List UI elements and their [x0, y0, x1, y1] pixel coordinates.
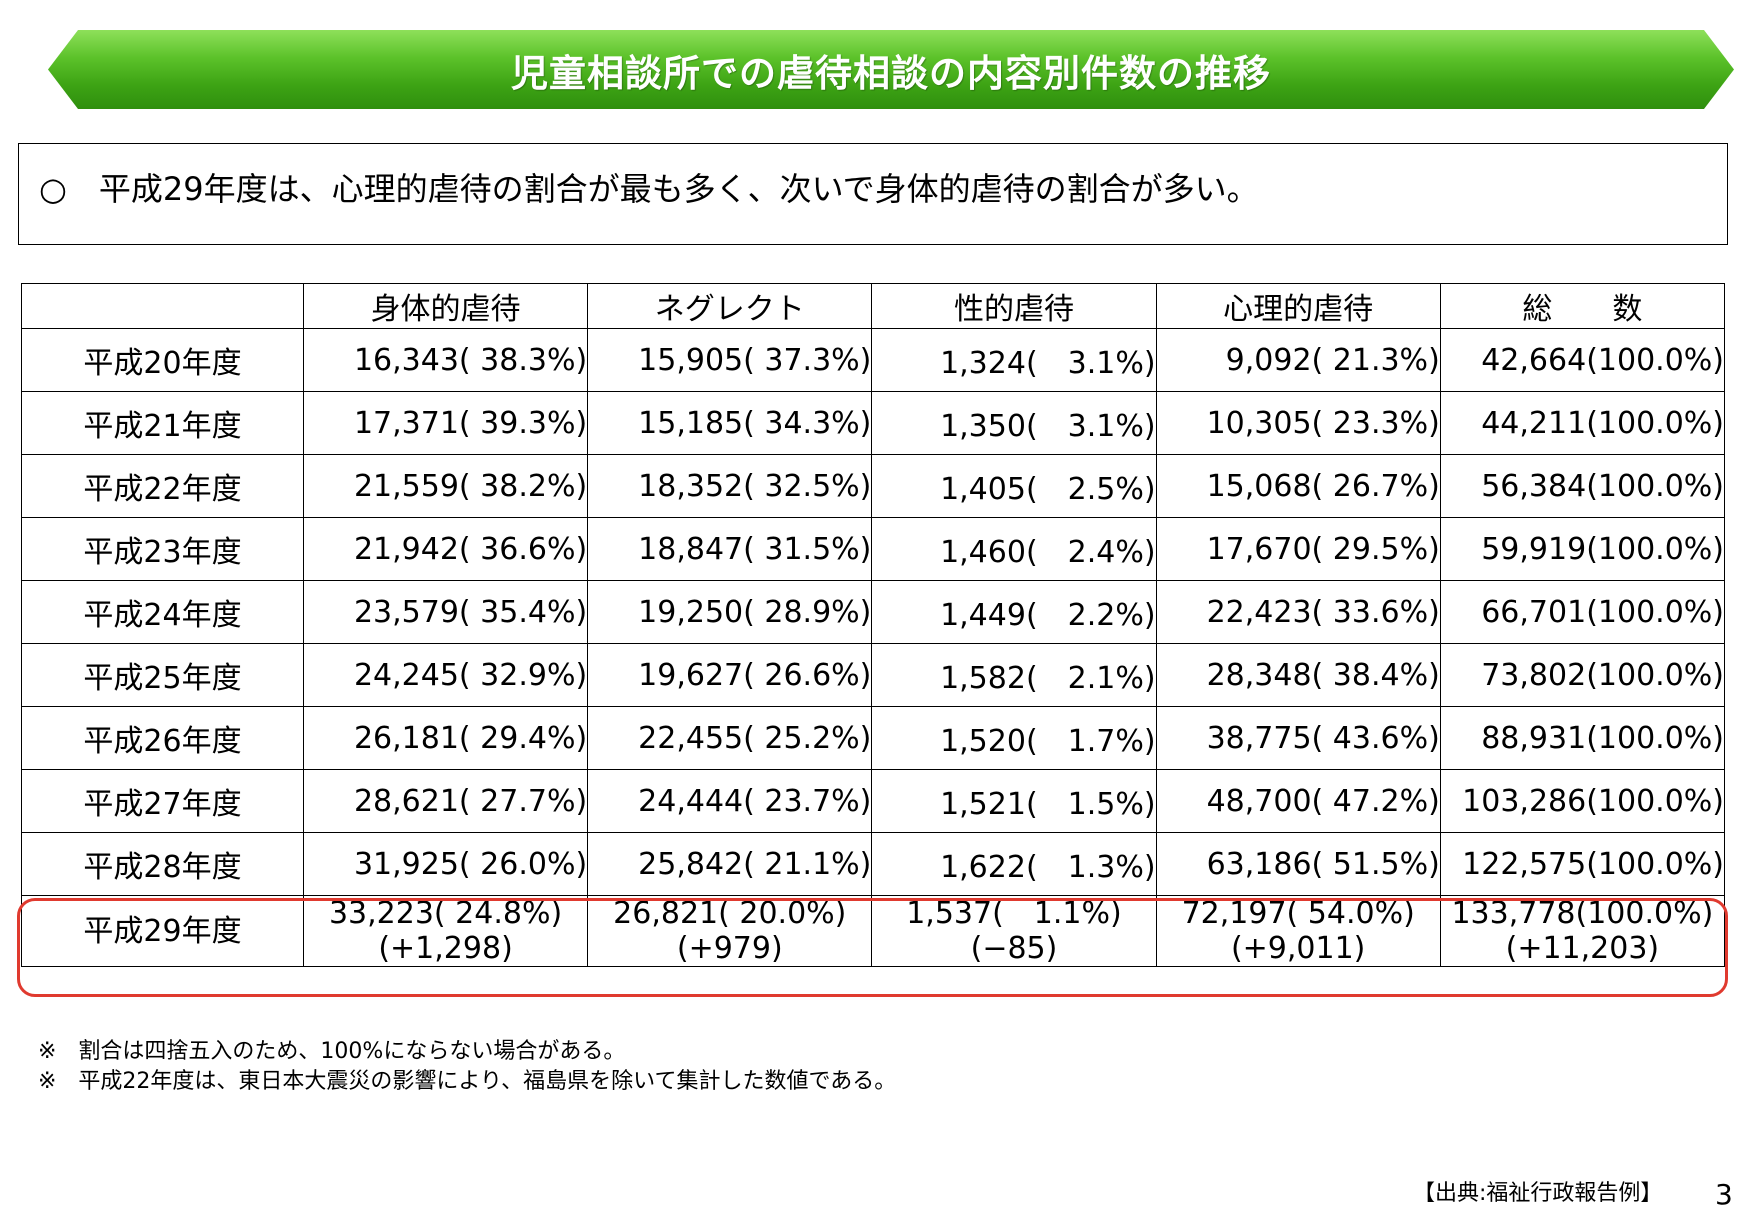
cell-sexual: 1,449( 2.2%): [871, 580, 1157, 644]
table-row: 平成23年度 21,942( 36.6%) 18,847( 31.5%) 1,4…: [21, 517, 1726, 581]
table-row: 平成28年度 31,925( 26.0%) 25,842( 21.1%) 1,6…: [21, 832, 1726, 896]
cell-psychological: 22,423( 33.6%): [1155, 580, 1441, 644]
header-total: 総 数: [1439, 283, 1726, 329]
cell-value: 133,778(100.0%): [1451, 896, 1714, 931]
highlight-row: 平成29年度 33,223( 24.8%) (+1,298) 26,821( 2…: [21, 895, 1726, 967]
header-psychological: 心理的虐待: [1155, 283, 1441, 329]
cell-physical: 31,925( 26.0%): [302, 832, 589, 896]
table-row: 平成26年度 26,181( 29.4%) 22,455( 25.2%) 1,5…: [21, 706, 1726, 770]
cell-neglect: 18,847( 31.5%): [587, 517, 873, 581]
cell-physical: 16,343( 38.3%): [302, 328, 589, 392]
cell-psychological: 63,186( 51.5%): [1155, 832, 1441, 896]
table-header-row: 身体的虐待 ネグレクト 性的虐待 心理的虐待 総 数: [21, 283, 1726, 329]
cell-neglect: 15,185( 34.3%): [587, 391, 873, 455]
row-year: 平成22年度: [21, 454, 304, 518]
cell-physical: 24,245( 32.9%): [302, 643, 589, 707]
row-year: 平成21年度: [21, 391, 304, 455]
cell-sexual: 1,582( 2.1%): [871, 643, 1157, 707]
cell-sexual: 1,324( 3.1%): [871, 328, 1157, 392]
table-row: 平成21年度 17,371( 39.3%) 15,185( 34.3%) 1,3…: [21, 391, 1726, 455]
page-title: 児童相談所での虐待相談の内容別件数の推移: [511, 51, 1271, 95]
cell-neglect: 15,905( 37.3%): [587, 328, 873, 392]
cell-neglect: 25,842( 21.1%): [587, 832, 873, 896]
cell-sexual: 1,460( 2.4%): [871, 517, 1157, 581]
cell-neglect: 26,821( 20.0%) (+979): [587, 895, 873, 967]
row-year: 平成25年度: [21, 643, 304, 707]
cell-value: 33,223( 24.8%): [328, 896, 563, 931]
cell-neglect: 19,250( 28.9%): [587, 580, 873, 644]
cell-physical: 28,621( 27.7%): [302, 769, 589, 833]
header-physical: 身体的虐待: [302, 283, 589, 329]
cell-neglect: 22,455( 25.2%): [587, 706, 873, 770]
cell-physical: 17,371( 39.3%): [302, 391, 589, 455]
row-year: 平成24年度: [21, 580, 304, 644]
cell-change: (+979): [676, 931, 783, 966]
cell-physical: 26,181( 29.4%): [302, 706, 589, 770]
page-number: 3: [1715, 1178, 1733, 1211]
table-row: 平成20年度 16,343( 38.3%) 15,905( 37.3%) 1,3…: [21, 328, 1726, 392]
cell-physical: 21,559( 38.2%): [302, 454, 589, 518]
row-year: 平成26年度: [21, 706, 304, 770]
cell-physical: 21,942( 36.6%): [302, 517, 589, 581]
cell-physical: 23,579( 35.4%): [302, 580, 589, 644]
header-neglect: ネグレクト: [587, 283, 873, 329]
title-banner: 児童相談所での虐待相談の内容別件数の推移: [48, 30, 1734, 109]
abuse-stats-table: 身体的虐待 ネグレクト 性的虐待 心理的虐待 総 数 平成20年度 16,343…: [21, 283, 1726, 967]
footnote: ※ 割合は四捨五入のため、100%にならない場合がある。: [38, 1039, 626, 1064]
cell-psychological: 28,348( 38.4%): [1155, 643, 1441, 707]
cell-sexual: 1,537( 1.1%) (−85): [871, 895, 1157, 967]
cell-total: 66,701(100.0%): [1439, 580, 1726, 644]
table-row: 平成25年度 24,245( 32.9%) 19,627( 26.6%) 1,5…: [21, 643, 1726, 707]
cell-neglect: 18,352( 32.5%): [587, 454, 873, 518]
row-year: 平成20年度: [21, 328, 304, 392]
row-year: 平成28年度: [21, 832, 304, 896]
cell-change: (+9,011): [1230, 931, 1366, 966]
table-row: 平成22年度 21,559( 38.2%) 18,352( 32.5%) 1,4…: [21, 454, 1726, 518]
cell-total: 44,211(100.0%): [1439, 391, 1726, 455]
cell-total: 59,919(100.0%): [1439, 517, 1726, 581]
cell-total: 122,575(100.0%): [1439, 832, 1726, 896]
cell-value: 26,821( 20.0%): [613, 896, 847, 931]
cell-sexual: 1,521( 1.5%): [871, 769, 1157, 833]
cell-psychological: 38,775( 43.6%): [1155, 706, 1441, 770]
cell-total: 56,384(100.0%): [1439, 454, 1726, 518]
cell-value: 1,537( 1.1%): [906, 896, 1122, 931]
table-row: 平成27年度 28,621( 27.7%) 24,444( 23.7%) 1,5…: [21, 769, 1726, 833]
cell-total: 133,778(100.0%) (+11,203): [1439, 895, 1726, 967]
table-row: 平成24年度 23,579( 35.4%) 19,250( 28.9%) 1,4…: [21, 580, 1726, 644]
row-year: 平成27年度: [21, 769, 304, 833]
cell-change: (+1,298): [378, 931, 513, 966]
header-sexual: 性的虐待: [871, 283, 1157, 329]
footnotes: ※ 割合は四捨五入のため、100%にならない場合がある。 ※ 平成22年度は、東…: [38, 1037, 896, 1097]
cell-sexual: 1,520( 1.7%): [871, 706, 1157, 770]
cell-psychological: 9,092( 21.3%): [1155, 328, 1441, 392]
header-blank: [21, 283, 304, 329]
row-year: 平成23年度: [21, 517, 304, 581]
cell-total: 103,286(100.0%): [1439, 769, 1726, 833]
cell-psychological: 48,700( 47.2%): [1155, 769, 1441, 833]
cell-psychological: 17,670( 29.5%): [1155, 517, 1441, 581]
summary-box: ○ 平成29年度は、心理的虐待の割合が最も多く、次いで身体的虐待の割合が多い。: [18, 143, 1728, 245]
cell-psychological: 72,197( 54.0%) (+9,011): [1155, 895, 1441, 967]
cell-physical: 33,223( 24.8%) (+1,298): [302, 895, 589, 967]
source-citation: 【出典:福祉行政報告例】: [1413, 1181, 1663, 1206]
cell-neglect: 24,444( 23.7%): [587, 769, 873, 833]
cell-sexual: 1,350( 3.1%): [871, 391, 1157, 455]
cell-total: 73,802(100.0%): [1439, 643, 1726, 707]
cell-neglect: 19,627( 26.6%): [587, 643, 873, 707]
summary-text: ○ 平成29年度は、心理的虐待の割合が最も多く、次いで身体的虐待の割合が多い。: [39, 170, 1259, 208]
cell-total: 42,664(100.0%): [1439, 328, 1726, 392]
cell-change: (−85): [970, 931, 1058, 966]
cell-change: (+11,203): [1505, 931, 1660, 966]
row-year: 平成29年度: [21, 895, 304, 967]
cell-sexual: 1,405( 2.5%): [871, 454, 1157, 518]
cell-value: 72,197( 54.0%): [1181, 896, 1415, 931]
footnote: ※ 平成22年度は、東日本大震災の影響により、福島県を除いて集計した数値である。: [38, 1069, 897, 1094]
cell-sexual: 1,622( 1.3%): [871, 832, 1157, 896]
cell-psychological: 10,305( 23.3%): [1155, 391, 1441, 455]
cell-psychological: 15,068( 26.7%): [1155, 454, 1441, 518]
cell-total: 88,931(100.0%): [1439, 706, 1726, 770]
